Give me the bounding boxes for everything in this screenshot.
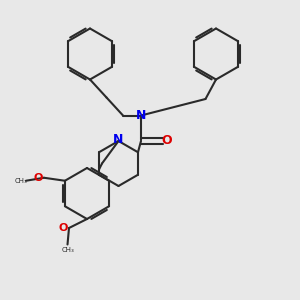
Text: O: O [162,134,172,148]
Text: CH₃: CH₃ [14,178,27,184]
Text: O: O [59,223,68,233]
Text: N: N [113,133,124,146]
Text: N: N [136,109,146,122]
Text: CH₃: CH₃ [61,248,74,254]
Text: O: O [34,173,43,183]
